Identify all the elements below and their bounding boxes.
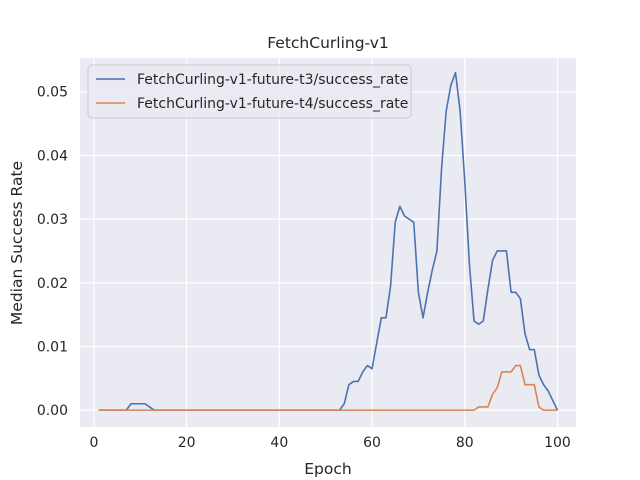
y-tick-label: 0.04 bbox=[37, 148, 68, 164]
grid bbox=[80, 58, 576, 427]
y-tick-label: 0.05 bbox=[37, 85, 68, 101]
x-tick-label: 0 bbox=[89, 435, 98, 451]
chart-title: FetchCurling-v1 bbox=[267, 34, 389, 52]
x-tick-label: 60 bbox=[363, 435, 381, 451]
series-layer bbox=[98, 71, 559, 411]
x-tick-label: 100 bbox=[544, 435, 571, 451]
y-tick-label: 0.00 bbox=[37, 403, 68, 419]
series-line-1 bbox=[98, 71, 559, 411]
y-tick-label: 0.03 bbox=[37, 212, 68, 228]
x-axis-label: Epoch bbox=[304, 460, 351, 478]
series-line-2 bbox=[98, 364, 558, 411]
legend: FetchCurling-v1-future-t3/success_rate Fe… bbox=[87, 64, 412, 119]
plot-area bbox=[80, 58, 576, 427]
y-tick-label: 0.01 bbox=[37, 339, 68, 355]
x-tick-label: 40 bbox=[270, 435, 288, 451]
legend-entry: FetchCurling-v1-future-t4/success_rate bbox=[137, 96, 408, 112]
legend-box bbox=[87, 64, 412, 119]
y-axis-label: Median Success Rate bbox=[8, 161, 26, 325]
legend-entry: FetchCurling-v1-future-t3/success_rate bbox=[137, 72, 408, 88]
x-tick-label: 20 bbox=[178, 435, 196, 451]
ticks: 0 20 40 60 80 100 0.00 0.01 0.02 0.03 0.04 0.05 bbox=[37, 85, 571, 451]
x-tick-label: 80 bbox=[456, 435, 474, 451]
y-tick-label: 0.02 bbox=[37, 276, 68, 292]
